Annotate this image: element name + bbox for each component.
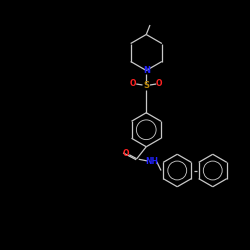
Text: O: O [123, 149, 130, 158]
Text: S: S [143, 82, 149, 90]
Text: O: O [156, 80, 162, 88]
Text: O: O [130, 80, 136, 88]
Text: N: N [143, 66, 150, 75]
Text: NH: NH [146, 157, 159, 166]
